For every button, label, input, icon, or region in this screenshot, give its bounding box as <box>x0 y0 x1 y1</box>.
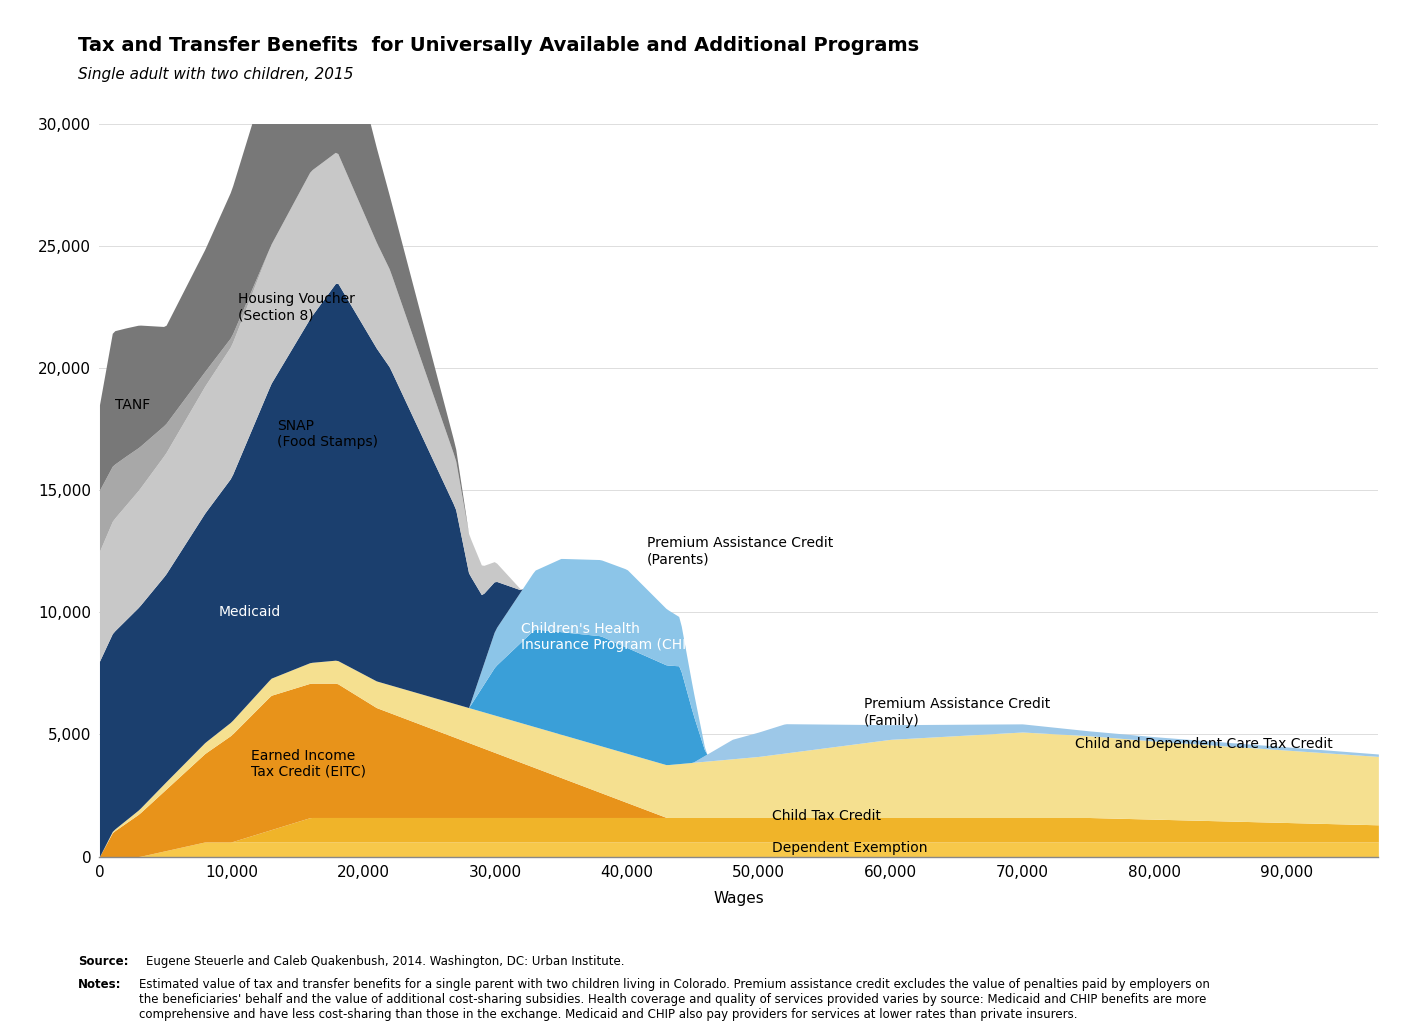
Text: Child Tax Credit: Child Tax Credit <box>772 809 881 824</box>
Text: Premium Assistance Credit
(Family): Premium Assistance Credit (Family) <box>864 698 1050 728</box>
X-axis label: Wages: Wages <box>713 891 764 906</box>
Text: SNAP
(Food Stamps): SNAP (Food Stamps) <box>277 419 378 449</box>
Text: Earned Income
Tax Credit (EITC): Earned Income Tax Credit (EITC) <box>252 748 367 779</box>
Text: Single adult with two children, 2015: Single adult with two children, 2015 <box>78 67 354 83</box>
Text: Notes:: Notes: <box>78 978 122 992</box>
Text: Tax and Transfer Benefits  for Universally Available and Additional Programs: Tax and Transfer Benefits for Universall… <box>78 36 919 55</box>
Text: Dependent Exemption: Dependent Exemption <box>772 841 928 854</box>
Text: Child and Dependent Care Tax Credit: Child and Dependent Care Tax Credit <box>1076 737 1333 751</box>
Text: Source:: Source: <box>78 955 129 968</box>
Text: Premium Assistance Credit
(Parents): Premium Assistance Credit (Parents) <box>647 537 833 567</box>
Text: Children's Health
Insurance Program (CHIP): Children's Health Insurance Program (CHI… <box>522 621 701 652</box>
Text: TANF: TANF <box>115 397 151 412</box>
Text: Eugene Steuerle and Caleb Quakenbush, 2014. Washington, DC: Urban Institute.: Eugene Steuerle and Caleb Quakenbush, 20… <box>146 955 625 968</box>
Text: Housing Voucher
(Section 8): Housing Voucher (Section 8) <box>237 292 355 322</box>
Text: Medicaid: Medicaid <box>219 606 280 619</box>
Text: Estimated value of tax and transfer benefits for a single parent with two childr: Estimated value of tax and transfer bene… <box>139 978 1211 1022</box>
